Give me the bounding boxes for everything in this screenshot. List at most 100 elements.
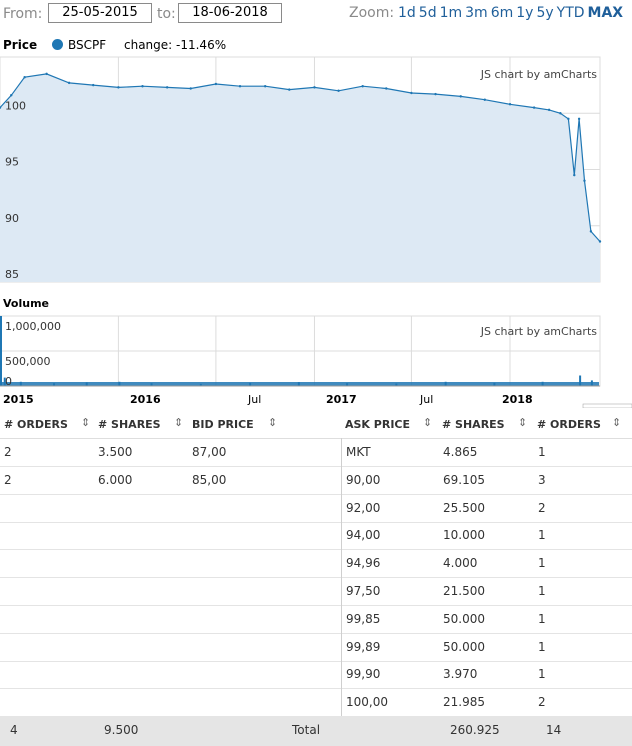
volume-chart-credit[interactable]: JS chart by amCharts bbox=[480, 325, 597, 338]
cell-bid-orders: 2 bbox=[4, 445, 12, 459]
price-point bbox=[67, 81, 71, 85]
price-y-tick-label: 95 bbox=[5, 156, 19, 169]
cell-ask-price: 99,89 bbox=[346, 639, 381, 654]
zoom-option-1d[interactable]: 1d bbox=[398, 5, 416, 21]
volume-bars bbox=[0, 316, 599, 386]
sort-icon[interactable]: ⇕ bbox=[518, 416, 528, 429]
cell-ask-price: 94,96 bbox=[346, 556, 381, 571]
price-point bbox=[288, 88, 291, 91]
series-line-bscpf[interactable] bbox=[0, 73, 601, 242]
cell-ask-orders: 1 bbox=[538, 445, 546, 459]
price-point bbox=[337, 89, 340, 92]
table-row: 99,85 50.000 1 bbox=[0, 605, 632, 634]
cell-bid-price: 85,00 bbox=[192, 472, 227, 487]
zoom-option-1y[interactable]: 1y bbox=[516, 5, 534, 21]
x-axis-label: 2017 bbox=[326, 393, 357, 406]
price-point bbox=[189, 87, 192, 90]
cell-ask-orders: 3 bbox=[538, 472, 546, 487]
cell-ask-shares: 3.970 bbox=[443, 667, 478, 682]
to-date-input[interactable] bbox=[178, 3, 282, 23]
cell-ask-price: 97,50 bbox=[346, 584, 381, 598]
price-y-tick-label: 90 bbox=[5, 212, 19, 225]
price-point bbox=[577, 117, 581, 121]
total-label: Total bbox=[292, 723, 321, 737]
cell-ask-orders: 1 bbox=[538, 639, 546, 654]
header-ask-shares[interactable]: # SHARES bbox=[442, 418, 505, 431]
zoom-option-3m[interactable]: 3m bbox=[465, 5, 488, 21]
cell-ask-price: 99,90 bbox=[346, 667, 381, 682]
cell-ask-orders: 2 bbox=[538, 695, 546, 710]
x-axis-label: Jul bbox=[247, 393, 261, 406]
volume-bar bbox=[0, 316, 2, 386]
volume-y-tick-label: 0 bbox=[5, 375, 12, 388]
zoom-option-ytd[interactable]: YTD bbox=[556, 5, 585, 21]
from-label: From: bbox=[3, 6, 43, 22]
zoom-option-1m[interactable]: 1m bbox=[439, 5, 463, 21]
to-label: to: bbox=[157, 6, 176, 22]
sort-icon[interactable]: ⇕ bbox=[174, 416, 184, 429]
x-axis-label: 2015 bbox=[3, 393, 34, 406]
x-axis-label: 2018 bbox=[502, 393, 533, 406]
cell-ask-shares: 4.000 bbox=[443, 556, 478, 571]
from-date-input[interactable] bbox=[48, 3, 152, 23]
price-legend: Price BSCPF change: -11.46% bbox=[0, 36, 632, 54]
total-bid-orders: 4 bbox=[10, 723, 18, 737]
cell-ask-price: 100,00 bbox=[346, 695, 388, 710]
x-axis-label: Jul bbox=[419, 393, 433, 406]
price-volume-chart[interactable]: 100 95 90 85 JS chart by amCharts Volume 1,… bbox=[0, 0, 632, 408]
price-point bbox=[508, 103, 512, 106]
cell-ask-shares: 25.500 bbox=[443, 500, 485, 515]
price-point bbox=[361, 85, 364, 88]
price-point bbox=[385, 87, 388, 90]
table-row: 97,50 21.500 1 bbox=[0, 577, 632, 606]
header-bid-shares[interactable]: # SHARES bbox=[98, 418, 161, 431]
header-ask-orders[interactable]: # ORDERS bbox=[537, 418, 601, 431]
price-y-tick-label: 85 bbox=[5, 268, 19, 281]
cell-ask-orders: 1 bbox=[538, 667, 546, 682]
cell-bid-shares: 6.000 bbox=[98, 472, 133, 487]
total-ask-shares: 260.925 bbox=[450, 723, 500, 737]
cell-ask-price: 90,00 bbox=[346, 472, 381, 487]
cell-ask-shares: 21.985 bbox=[443, 695, 485, 710]
sort-icon[interactable]: ⇕ bbox=[612, 416, 622, 429]
table-row: 94,96 4.000 1 bbox=[0, 549, 632, 579]
price-point bbox=[10, 94, 13, 97]
totals-row: 4 9.500 Total 260.925 14 bbox=[0, 716, 632, 746]
cell-bid-shares: 3.500 bbox=[98, 445, 133, 459]
change-text: change: -11.46% bbox=[124, 38, 227, 52]
cell-ask-orders: 2 bbox=[538, 500, 546, 515]
cell-ask-price: MKT bbox=[346, 445, 371, 459]
cell-ask-price: 92,00 bbox=[346, 500, 381, 515]
header-bid-orders[interactable]: # ORDERS bbox=[4, 418, 68, 431]
price-point bbox=[92, 83, 95, 87]
zoom-option-5y[interactable]: 5y bbox=[536, 5, 554, 21]
series-marker-icon[interactable] bbox=[52, 39, 63, 50]
table-row: 94,00 10.000 1 bbox=[0, 521, 632, 551]
series-name[interactable]: BSCPF bbox=[68, 38, 107, 52]
cell-ask-price: 94,00 bbox=[346, 528, 381, 543]
zoom-option-5d[interactable]: 5d bbox=[418, 5, 437, 21]
sort-icon[interactable]: ⇕ bbox=[423, 416, 433, 429]
cell-ask-shares: 4.865 bbox=[443, 445, 478, 459]
table-row: 92,00 25.500 2 bbox=[0, 494, 632, 523]
sort-icon[interactable]: ⇕ bbox=[81, 416, 91, 429]
cell-ask-shares: 50.000 bbox=[443, 611, 485, 626]
table-row: 100,00 21.985 2 bbox=[0, 688, 632, 718]
volume-bar bbox=[579, 375, 582, 386]
price-point bbox=[573, 173, 576, 177]
cell-ask-orders: 1 bbox=[538, 528, 546, 543]
sort-icon[interactable]: ⇕ bbox=[268, 416, 278, 429]
header-bid-price[interactable]: BID PRICE bbox=[192, 418, 254, 431]
price-point bbox=[214, 82, 218, 86]
volume-bar bbox=[3, 377, 6, 386]
price-point bbox=[532, 106, 536, 109]
zoom-option-max[interactable]: MAX bbox=[587, 5, 624, 21]
scrollbar[interactable] bbox=[582, 403, 632, 408]
header-ask-price[interactable]: ASK PRICE bbox=[345, 418, 411, 431]
price-chart-credit[interactable]: JS chart by amCharts bbox=[480, 68, 597, 81]
price-point bbox=[598, 240, 602, 243]
price-point bbox=[567, 117, 570, 121]
price-point bbox=[0, 106, 2, 109]
zoom-option-6m[interactable]: 6m bbox=[490, 5, 514, 21]
